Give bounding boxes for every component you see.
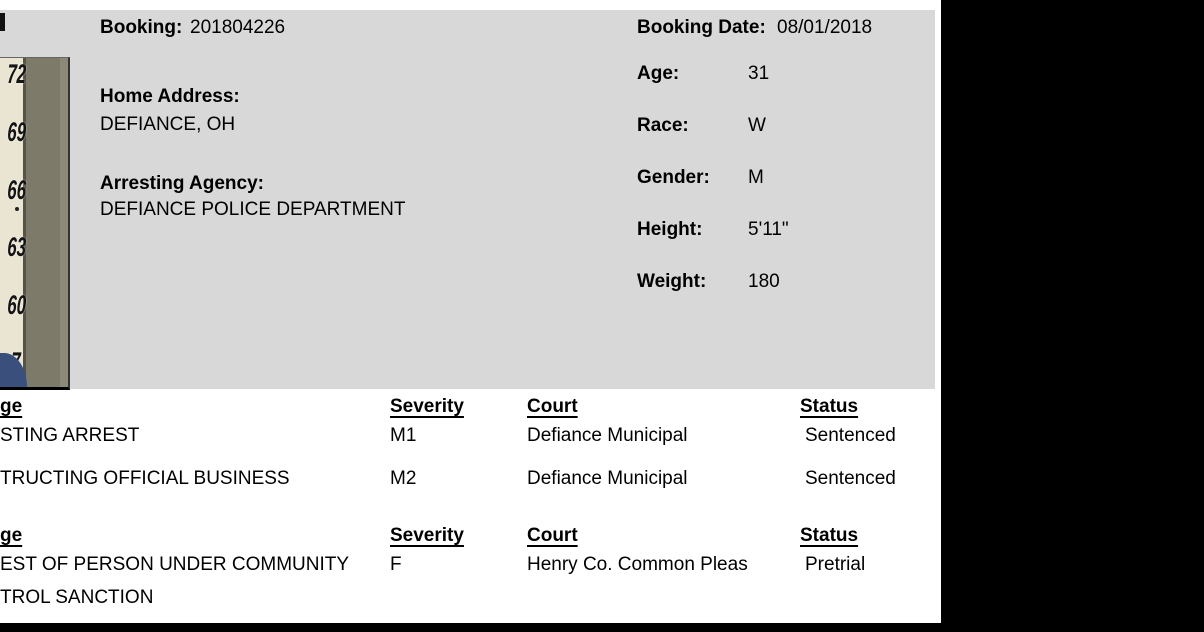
booking-info-panel bbox=[0, 10, 935, 389]
race-value: W bbox=[748, 115, 766, 136]
arresting-agency-label: Arresting Agency: bbox=[100, 173, 264, 194]
arresting-agency-value: DEFIANCE POLICE DEPARTMENT bbox=[100, 199, 406, 220]
home-address-value: DEFIANCE, OH bbox=[100, 114, 236, 135]
charge-severity: M1 bbox=[390, 425, 417, 446]
bottom-black-bar bbox=[0, 623, 1204, 632]
charge-column-header: ge bbox=[0, 525, 23, 546]
charge-court: Henry Co. Common Pleas bbox=[527, 554, 748, 575]
court-column-header: Court bbox=[527, 525, 578, 546]
right-black-margin bbox=[941, 0, 1204, 632]
status-column-header: Status bbox=[800, 525, 859, 546]
booking-date-label: Booking Date: bbox=[637, 17, 766, 38]
booking-label: Booking: bbox=[100, 17, 183, 38]
age-label: Age: bbox=[637, 63, 680, 84]
gender-label: Gender: bbox=[637, 167, 710, 188]
charge-description: TRUCTING OFFICIAL BUSINESS bbox=[0, 468, 290, 489]
charge-column-header: ge bbox=[0, 396, 23, 417]
age-value: 31 bbox=[748, 63, 770, 84]
height-label: Height: bbox=[637, 219, 703, 240]
charge-court: Defiance Municipal bbox=[527, 468, 688, 489]
height-mark-69: 69 bbox=[6, 117, 27, 147]
severity-column-header: Severity bbox=[390, 525, 464, 546]
charge-severity: M2 bbox=[390, 468, 417, 489]
height-value: 5'11" bbox=[748, 219, 789, 240]
severity-column-header: Severity bbox=[390, 396, 464, 417]
home-address-label: Home Address: bbox=[100, 86, 240, 107]
gender-value: M bbox=[748, 167, 764, 188]
booking-date-value: 08/01/2018 bbox=[777, 17, 873, 38]
charge-description-line1: EST OF PERSON UNDER COMMUNITY bbox=[0, 554, 350, 575]
height-mark-63: 63 bbox=[6, 232, 27, 262]
charge-court: Defiance Municipal bbox=[527, 425, 688, 446]
booking-number: 201804226 bbox=[190, 17, 286, 38]
status-column-header: Status bbox=[800, 396, 859, 417]
chart-dot bbox=[15, 207, 19, 211]
charge-status: Sentenced bbox=[805, 425, 896, 446]
mugshot-photo: 72 69 66 63 60 7 bbox=[0, 57, 70, 390]
charge-description: STING ARREST bbox=[0, 425, 140, 446]
height-chart-strip bbox=[0, 58, 23, 387]
charge-description-line2: TROL SANCTION bbox=[0, 587, 154, 608]
wall-shade bbox=[60, 58, 68, 387]
height-chart-seam bbox=[23, 58, 26, 387]
cropped-edge-mark bbox=[0, 13, 5, 31]
height-mark-66: 66 bbox=[6, 175, 27, 205]
race-label: Race: bbox=[637, 115, 689, 136]
court-column-header: Court bbox=[527, 396, 578, 417]
weight-value: 180 bbox=[748, 271, 780, 292]
weight-label: Weight: bbox=[637, 271, 707, 292]
charge-status: Sentenced bbox=[805, 468, 896, 489]
height-mark-60: 60 bbox=[6, 290, 27, 320]
charge-status: Pretrial bbox=[805, 554, 866, 575]
height-mark-72: 72 bbox=[6, 59, 27, 89]
charge-severity: F bbox=[390, 554, 402, 575]
